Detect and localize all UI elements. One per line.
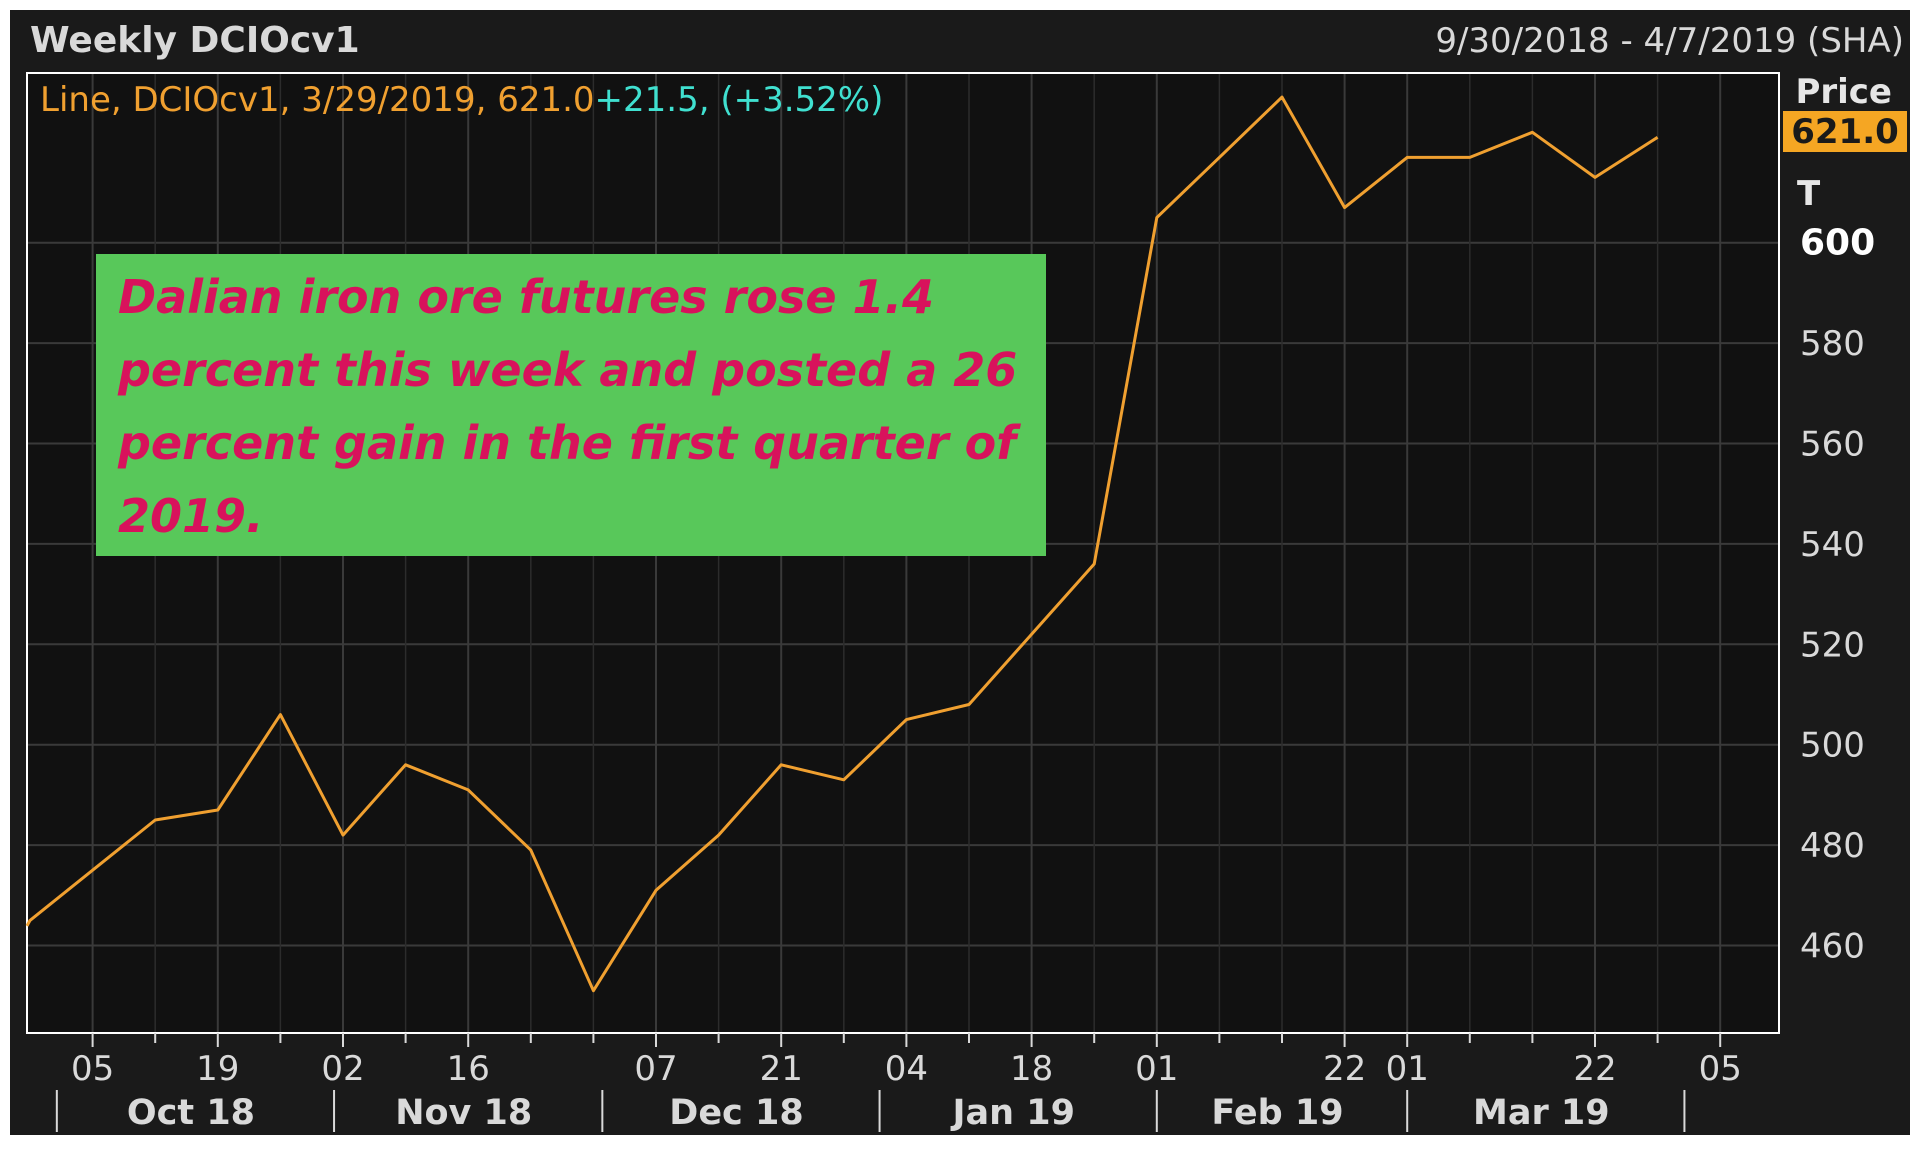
x-tick-label: 16 [447, 1049, 490, 1089]
x-tick-label: 05 [71, 1049, 114, 1089]
annotation-line: Dalian iron ore futures rose 1.4 [118, 270, 934, 324]
month-label: Oct 18 [127, 1093, 255, 1133]
annotation-line: 2019. [118, 489, 264, 543]
month-label: Nov 18 [395, 1093, 532, 1133]
chart-title: Weekly DCIOcv1 [30, 20, 360, 61]
y-tick-label: 540 [1800, 525, 1865, 565]
x-tick-label: 21 [760, 1049, 803, 1089]
y-tick-label: 500 [1800, 726, 1865, 766]
month-label: Mar 19 [1473, 1093, 1610, 1133]
y-tick-label: 580 [1800, 324, 1865, 364]
date-range: 9/30/2018 - 4/7/2019 (SHA) [1435, 21, 1904, 61]
x-tick-label: 05 [1699, 1049, 1742, 1089]
month-label: Feb 19 [1211, 1093, 1343, 1133]
legend-change: +21.5, (+3.52%) [595, 80, 884, 120]
y-tick-label: 520 [1800, 625, 1865, 665]
x-tick-label: 04 [885, 1049, 928, 1089]
month-label: Dec 18 [669, 1093, 803, 1133]
x-tick-label: 18 [1010, 1049, 1053, 1089]
x-tick-label: 19 [196, 1049, 239, 1089]
annotation-line: percent this week and posted a 26 [117, 343, 1017, 397]
price-unit: T [1797, 174, 1821, 214]
legend-series-info: Line, DCIOcv1, 3/29/2019, 621.0 [40, 80, 595, 120]
last-price-value: 621.0 [1791, 112, 1899, 152]
x-tick-label: 22 [1573, 1049, 1616, 1089]
y-tick-label: 460 [1800, 927, 1865, 967]
legend-line: Line, DCIOcv1, 3/29/2019, 621.0+21.5, (+… [40, 80, 883, 120]
month-label: Jan 19 [950, 1093, 1074, 1133]
x-tick-label: 22 [1323, 1049, 1366, 1089]
y-tick-label: 600 [1800, 223, 1875, 264]
x-tick-label: 07 [634, 1049, 677, 1089]
x-tick-label: 02 [321, 1049, 364, 1089]
x-tick-label: 01 [1386, 1049, 1429, 1089]
annotation-line: percent gain in the first quarter of [117, 416, 1021, 470]
y-tick-label: 560 [1800, 425, 1865, 465]
x-tick-label: 01 [1135, 1049, 1178, 1089]
y-tick-label: 480 [1800, 826, 1865, 866]
price-axis-label: Price [1795, 72, 1892, 112]
